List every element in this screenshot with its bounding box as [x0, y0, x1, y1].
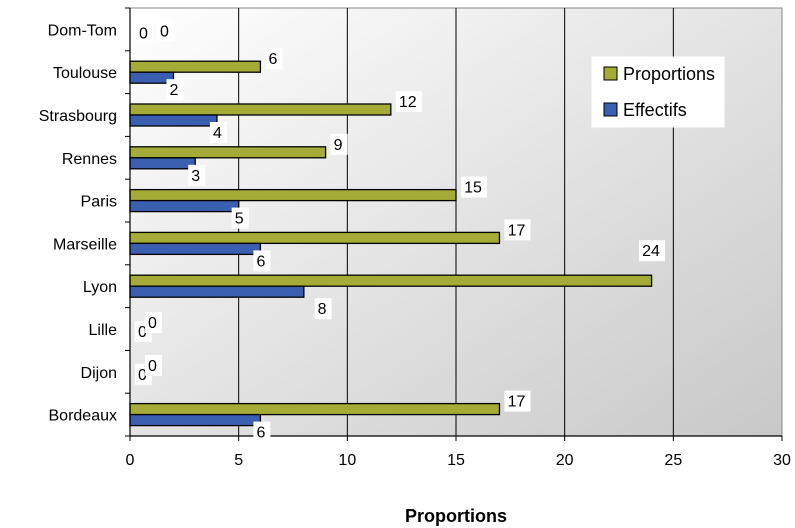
data-label-effectifs: 3 — [191, 168, 200, 185]
data-label-proportions: 15 — [464, 180, 482, 197]
category-label: Lille — [89, 322, 118, 339]
bar-effectifs — [129, 413, 262, 427]
x-tick-label: 5 — [234, 452, 243, 469]
data-label-effectifs: 0 — [139, 25, 148, 42]
category-label: Dom-Tom — [48, 22, 117, 39]
bars — [129, 60, 653, 427]
data-label-proportions-bg — [504, 219, 531, 241]
data-label-proportions: 6 — [268, 51, 277, 68]
data-label-proportions-bg — [145, 354, 162, 376]
x-tick-label: 0 — [126, 452, 135, 469]
data-label-proportions-bg — [157, 20, 174, 42]
category-label: Strasbourg — [39, 108, 117, 125]
category-label: Lyon — [83, 279, 117, 296]
data-label-proportions: 0 — [148, 358, 157, 375]
data-label-effectifs-bg — [253, 250, 271, 272]
axes: 0 5 10 15 20 25 30BordeauxDijonLilleLyonMarsei… — [39, 7, 791, 469]
legend-label-effectifs: Effectifs — [623, 100, 687, 120]
x-tick-label: 25 — [664, 452, 682, 469]
bar-proportions — [129, 146, 327, 159]
legend: Proportions Effectifs — [591, 56, 725, 128]
category-label: Paris — [81, 194, 117, 211]
data-label-effectifs: 0 — [138, 367, 147, 384]
data-label-effectifs: 6 — [256, 253, 265, 270]
data-label-proportions-bg — [504, 390, 531, 412]
data-label-proportions-bg — [330, 133, 348, 155]
data-label-effectifs-bg — [314, 298, 332, 320]
x-tick-label: 10 — [338, 452, 356, 469]
legend-swatch-proportions — [603, 66, 618, 81]
bar-proportions — [129, 402, 501, 416]
bar-proportions — [129, 60, 262, 73]
category-label: Rennes — [62, 151, 117, 168]
x-axis-title: Proportions — [405, 506, 507, 526]
data-label-effectifs-bg — [188, 164, 206, 186]
bar-proportions — [129, 274, 653, 287]
bar-effectifs — [129, 199, 240, 213]
bar-proportions — [129, 188, 457, 202]
data-label-proportions: 12 — [399, 94, 417, 111]
data-label-proportions: 0 — [148, 315, 157, 332]
data-label-effectifs-bg — [166, 79, 184, 101]
data-label-proportions-bg — [461, 176, 487, 198]
x-tick-label: 30 — [773, 452, 791, 469]
data-label-effectifs: 6 — [256, 425, 265, 442]
data-label-effectifs-bg — [136, 22, 153, 44]
category-label: Marseille — [53, 236, 117, 253]
data-label-proportions: 17 — [508, 222, 526, 239]
data-label-effectifs-bg — [231, 207, 249, 229]
bar-effectifs — [129, 242, 262, 256]
legend-swatch-effectifs — [603, 102, 618, 117]
data-label-effectifs: 8 — [318, 301, 327, 318]
bar-proportions — [129, 231, 501, 245]
data-label-proportions: 17 — [508, 394, 526, 411]
category-label: Dijon — [81, 365, 117, 382]
category-label: Toulouse — [53, 65, 117, 82]
category-label: Bordeaux — [49, 408, 118, 425]
data-label-proportions-bg — [265, 48, 283, 70]
data-label-proportions: 24 — [642, 243, 660, 260]
bar-effectifs — [129, 285, 305, 298]
data-label-proportions-bg — [395, 91, 422, 112]
data-label-effectifs: 0 — [138, 324, 147, 341]
data-label-effectifs: 2 — [170, 82, 179, 99]
x-tick-label: 20 — [556, 452, 574, 469]
bar-effectifs — [129, 114, 218, 127]
data-label-proportions: 0 — [160, 23, 169, 40]
bar-effectifs — [129, 157, 196, 170]
data-label-effectifs: 5 — [235, 211, 244, 228]
legend-label-proportions: Proportions — [623, 64, 715, 84]
data-label-proportions: 9 — [334, 137, 343, 154]
data-label-proportions-bg — [145, 312, 162, 333]
data-label-effectifs-bg — [209, 122, 227, 143]
data-label-effectifs: 4 — [213, 125, 222, 142]
x-tick-label: 15 — [447, 452, 465, 469]
data-label-effectifs-bg — [253, 421, 271, 443]
bar-proportions — [129, 103, 392, 116]
data-label-proportions-bg — [639, 240, 665, 262]
